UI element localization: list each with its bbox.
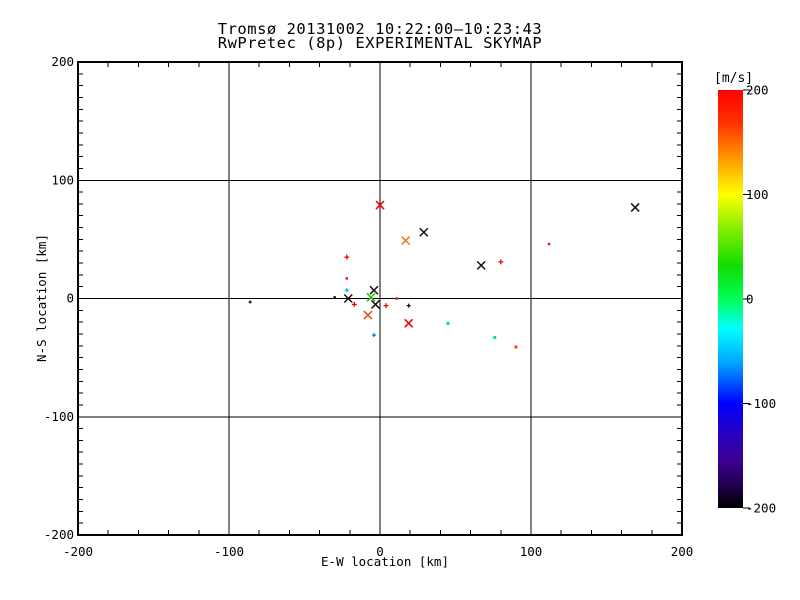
scatter-point-dot — [493, 336, 497, 340]
scatter-point-x — [363, 310, 373, 320]
colorbar-tick-label: 0 — [746, 292, 754, 307]
scatter-point-x — [419, 227, 429, 237]
scatter-point-dot — [547, 242, 551, 246]
y-tick-label: 100 — [51, 172, 74, 187]
scatter-point-dot — [333, 296, 336, 299]
scatter-point-dot — [514, 345, 518, 349]
x-axis-label: E-W location [km] — [321, 554, 449, 569]
plot-title: Tromsø 20131002 10:22:00–10:23:43 — [218, 20, 542, 38]
y-tick-label: 200 — [51, 54, 74, 69]
scatter-point-dot — [345, 277, 348, 280]
scatter-point-x — [630, 202, 640, 212]
plot-subtitle: RwPretec (8p) EXPERIMENTAL SKYMAP — [218, 34, 542, 52]
scatter-point-x — [375, 200, 385, 210]
y-tick-label: -200 — [44, 527, 74, 542]
plot-frame — [77, 61, 683, 536]
y-tick-label: 0 — [66, 291, 74, 306]
colorbar-tick-label: -100 — [746, 396, 776, 411]
scatter-point-plus — [371, 333, 376, 338]
scatter-point-x — [404, 318, 414, 328]
scatter-point-dot — [395, 297, 398, 300]
scatter-point-plus — [406, 303, 411, 308]
colorbar-tick-label: -200 — [746, 501, 776, 516]
scatter-point-plus — [498, 259, 504, 265]
x-tick-label: -200 — [63, 544, 93, 559]
scatter-point-x — [401, 236, 411, 246]
x-tick-label: 0 — [376, 544, 384, 559]
x-tick-label: 200 — [671, 544, 694, 559]
scatter-point-plus — [248, 300, 252, 304]
x-tick-label: -100 — [214, 544, 244, 559]
scatter-point-plus — [344, 254, 350, 260]
x-tick-label: 100 — [520, 544, 543, 559]
scatter-point-dot — [446, 321, 450, 325]
colorbar-gradient — [718, 90, 743, 508]
scatter-point-plus — [351, 301, 357, 307]
y-axis-label: N-S location [km] — [34, 234, 49, 362]
scatter-point-x — [366, 292, 376, 302]
scatter-point-x — [476, 260, 486, 270]
colorbar-tick-label: 100 — [746, 187, 769, 202]
colorbar-unit-label: [m/s] — [714, 71, 753, 86]
scatter-point-plus — [344, 288, 349, 293]
scatter-point-plus — [383, 303, 389, 309]
y-tick-label: -100 — [44, 409, 74, 424]
scatter-point-x — [369, 285, 379, 295]
colorbar-tick-label: 200 — [746, 83, 769, 98]
scatter-point-x — [370, 299, 381, 309]
scatter-point-x — [343, 293, 353, 304]
